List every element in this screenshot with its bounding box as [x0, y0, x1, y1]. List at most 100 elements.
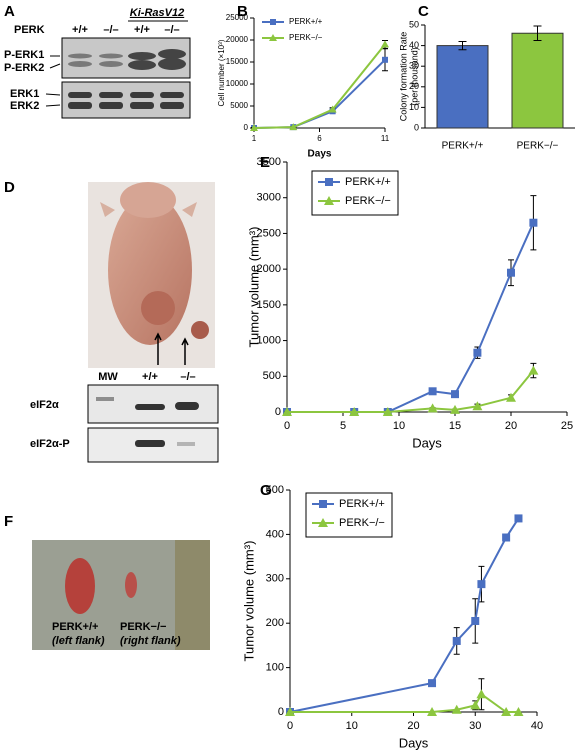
x-tick-label: 20: [505, 420, 517, 432]
panel-letter: G: [260, 482, 272, 499]
y-tick-label: 0: [244, 123, 249, 132]
y-tick-label: 0: [278, 706, 284, 718]
tumor: [125, 572, 137, 598]
lane-label: +/+: [142, 371, 158, 383]
blot: [61, 81, 191, 119]
lane-label: MW: [98, 371, 118, 383]
marker: [382, 407, 393, 416]
arrows: [154, 332, 189, 365]
panel-letter: A: [4, 3, 15, 20]
marker: [451, 704, 462, 714]
x-axis-label: Days: [412, 435, 442, 450]
x-axis-label: Days: [399, 735, 429, 750]
marker: [382, 56, 388, 63]
y-axis-label: Tumor volume (mm³): [246, 227, 261, 348]
marker: [502, 533, 511, 542]
marker: [477, 580, 486, 589]
panel-letter: E: [260, 154, 270, 171]
marker: [428, 679, 437, 688]
legend-label: PERK−/−: [289, 33, 323, 42]
marker: [381, 40, 389, 48]
y-tick-label: 20: [409, 81, 419, 91]
y-tick-label: 5000: [230, 101, 248, 110]
y-axis-label: Cell number (×10³): [217, 39, 226, 106]
photo-labels: PERK+/+ (left flank) PERK−/− (right flan…: [52, 621, 181, 647]
legend-marker: [269, 34, 277, 41]
band-label: ERK2: [10, 100, 39, 112]
y-tick-label: 40: [409, 40, 419, 50]
y-tick-label: 10: [409, 102, 419, 112]
genotype: –/–: [164, 24, 179, 36]
marker: [471, 616, 480, 625]
panel-letter: C: [418, 3, 429, 20]
x-axis-label: Days: [308, 149, 332, 160]
panel-letter: D: [4, 179, 15, 196]
x-tick-label: 20: [407, 720, 419, 732]
y-tick-label: 20000: [226, 35, 249, 44]
band-label: ERK1: [10, 88, 39, 100]
legend-label: PERK−/−: [339, 517, 385, 529]
y-tick-label: 30: [409, 61, 419, 71]
marker: [450, 404, 460, 414]
group-label: Ki-RasV12: [130, 7, 184, 19]
marker: [250, 124, 258, 131]
bar: [511, 32, 564, 129]
marker: [529, 218, 538, 227]
blot-bands: [96, 397, 199, 410]
band-label: P-ERK1: [4, 49, 44, 61]
legend-marker: [318, 518, 328, 527]
genotype: +/+: [134, 24, 150, 36]
label: (right flank): [120, 635, 181, 647]
marker: [282, 407, 292, 416]
y-tick-label: 15000: [226, 57, 249, 66]
legend-box: [311, 170, 399, 216]
legend-label: PERK−/−: [345, 195, 391, 207]
y-tick-label: 500: [263, 370, 281, 382]
x-tick-label: 10: [346, 720, 358, 732]
band-arrows: [45, 55, 61, 107]
x-tick-label: 0: [287, 720, 293, 732]
y-tick-label: 100: [266, 662, 284, 674]
bar: [436, 45, 489, 129]
marker: [472, 401, 483, 411]
y-tick-label: 500: [266, 484, 284, 496]
row-label: PERK: [14, 24, 45, 36]
marker: [427, 403, 438, 413]
marker: [289, 123, 298, 131]
y-tick-label: 300: [266, 573, 284, 585]
blot-bands: [68, 49, 186, 70]
marker: [470, 700, 481, 710]
marker: [427, 707, 438, 716]
panel-letter: B: [237, 3, 248, 20]
y-tick-label: 1000: [257, 334, 281, 346]
x-tick-label: 15: [449, 420, 461, 432]
genotype: +/+: [72, 24, 88, 36]
y-axis-label: Colony formation Rate: [398, 32, 408, 122]
band-label: eIF2α-P: [30, 438, 70, 450]
y-tick-label: 0: [414, 122, 419, 132]
marker: [501, 707, 512, 716]
marker: [451, 390, 459, 399]
y-tick-label: 400: [266, 528, 284, 540]
y-tick-label: 25000: [226, 13, 249, 22]
marker: [528, 365, 539, 375]
genotype: –/–: [103, 24, 118, 36]
y-tick-label: 3500: [257, 156, 281, 168]
y-tick-label: 2500: [257, 227, 281, 239]
legend-marker: [325, 178, 333, 186]
band-label: eIF2α: [30, 399, 59, 411]
series-line: [287, 369, 535, 413]
legend-label: PERK+/+: [345, 176, 391, 188]
x-tick-label: 6: [317, 134, 322, 143]
x-tick-label: 5: [340, 420, 346, 432]
y-tick-label: 10000: [226, 79, 249, 88]
marker: [513, 707, 524, 716]
x-tick-label: 1: [252, 134, 257, 143]
y-tick-label: 50: [409, 19, 419, 29]
tumor: [65, 558, 95, 614]
marker: [507, 268, 515, 277]
legend-label: PERK+/+: [289, 17, 323, 26]
x-tick-label: PERK−/−: [517, 141, 559, 152]
y-tick-label: 3000: [257, 192, 281, 204]
y-tick-label: 200: [266, 617, 284, 629]
